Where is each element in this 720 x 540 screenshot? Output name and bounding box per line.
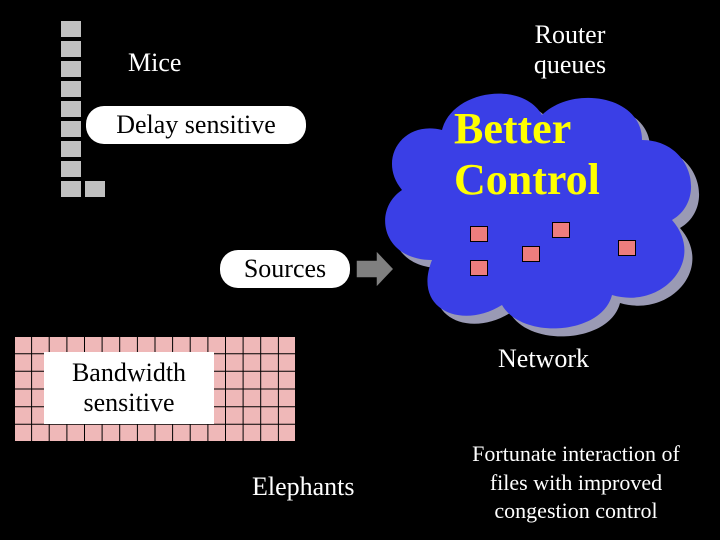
mice-bar xyxy=(60,60,82,78)
bandwidth-line1: Bandwidth xyxy=(44,358,214,388)
better-control-heading: Better Control xyxy=(454,104,600,205)
bandwidth-line2: sensitive xyxy=(44,388,214,418)
queue-square xyxy=(618,240,636,256)
mice-bar xyxy=(60,180,82,198)
network-label: Network xyxy=(498,344,589,374)
router-line1: Router xyxy=(500,20,640,50)
mice-bar xyxy=(60,40,82,58)
mice-bar xyxy=(60,140,82,158)
mice-bar xyxy=(60,80,82,98)
router-line2: queues xyxy=(500,50,640,80)
sources-pill: Sources xyxy=(220,250,350,288)
queue-square xyxy=(470,226,488,242)
queue-square xyxy=(470,260,488,276)
mice-bar xyxy=(60,20,82,38)
footnote-line1: Fortunate interaction of xyxy=(436,440,716,469)
router-queues-label: Router queues xyxy=(500,20,640,80)
mice-label: Mice xyxy=(128,48,181,78)
footnote-line2: files with improved xyxy=(436,469,716,498)
elephants-label: Elephants xyxy=(252,472,355,502)
delay-sensitive-text: Delay sensitive xyxy=(116,110,276,139)
arrow-icon xyxy=(354,248,396,290)
footnote-line3: congestion control xyxy=(436,497,716,526)
queue-square xyxy=(552,222,570,238)
mice-bar-row xyxy=(60,180,108,200)
better-line1: Better xyxy=(454,104,600,155)
mice-bar xyxy=(84,180,106,198)
bandwidth-sensitive-label: Bandwidth sensitive xyxy=(44,352,214,424)
mice-bar xyxy=(60,160,82,178)
sources-text: Sources xyxy=(244,254,326,283)
mice-bar xyxy=(60,100,82,118)
mice-bar xyxy=(60,120,82,138)
delay-sensitive-pill: Delay sensitive xyxy=(86,106,306,144)
footnote-text: Fortunate interaction of files with impr… xyxy=(436,440,716,526)
better-line2: Control xyxy=(454,155,600,206)
queue-square xyxy=(522,246,540,262)
